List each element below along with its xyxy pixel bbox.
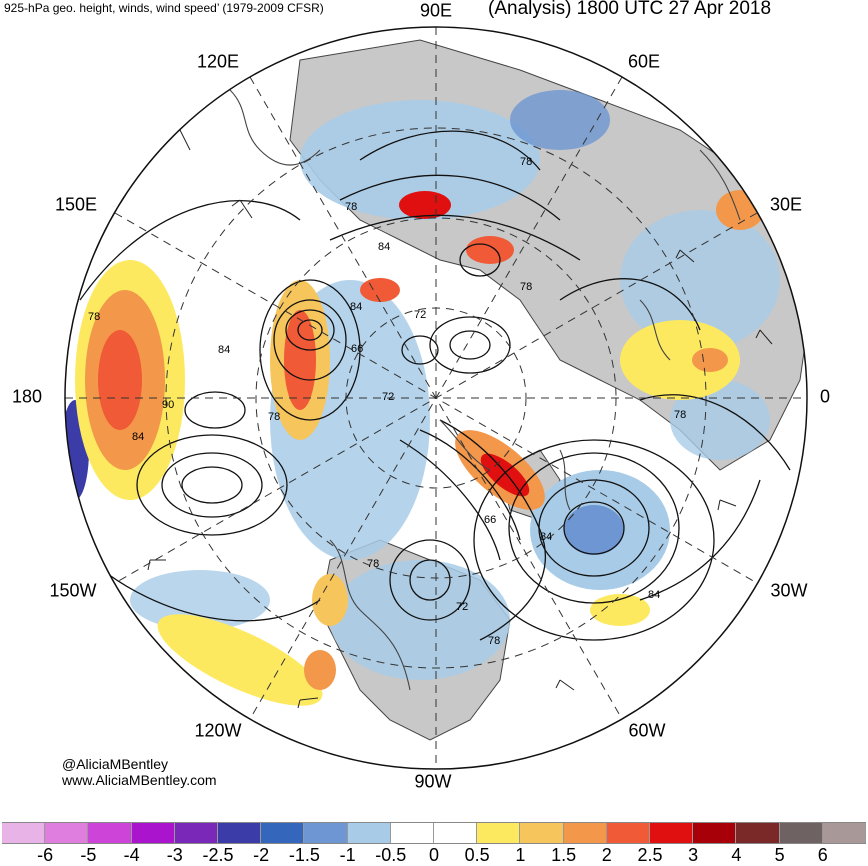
colorbar-cell	[434, 823, 478, 843]
colorbar-tick-label: -2	[253, 845, 270, 865]
positive-anomaly-shading	[75, 190, 764, 706]
colorbar-tick-label: 4	[731, 845, 742, 865]
lon-label-60e: 60E	[627, 51, 661, 72]
colorbar-cell	[606, 823, 651, 843]
colorbar-tick-label: 0	[428, 845, 440, 865]
lon-label-150w: 150W	[49, 580, 97, 601]
graticule	[65, 27, 807, 769]
colorbar-tick-label: 2.5	[637, 845, 663, 865]
colorbar-cell	[477, 823, 521, 843]
contour-label: 72	[456, 601, 468, 613]
contour-label: 78	[520, 156, 532, 168]
colorbar-cell	[347, 823, 391, 843]
lon-label-120w: 120W	[194, 720, 242, 741]
lon-label-30w: 30W	[770, 580, 808, 601]
colorbar-cell	[736, 823, 780, 843]
colorbar-cell	[520, 823, 564, 843]
lon-label-30e: 30E	[769, 194, 803, 215]
map-title-variables: 925-hPa geo. height, winds, wind speed’ …	[4, 1, 324, 15]
colorbar-cell	[563, 823, 607, 843]
colorbar-tick-label: 1.5	[551, 845, 577, 865]
coastlines	[229, 89, 741, 691]
contour-label: 66	[351, 343, 363, 355]
author-website[interactable]: www.AliciaMBentley.com	[62, 772, 217, 788]
lon-label-60w: 60W	[628, 720, 666, 741]
lon-label-90e: 90E	[419, 0, 453, 21]
polar-stereographic-map: 78 84 78 84 72 66 78 84 90 78 84 72 78 7…	[64, 26, 808, 770]
contour-label: 90	[162, 399, 174, 411]
contour-label: 78	[88, 311, 100, 323]
colorbar-cell	[390, 823, 435, 843]
contour-labels: 78 84 78 84 72 66 78 84 90 78 84 72 78 7…	[88, 156, 686, 647]
colorbar-cell	[822, 823, 867, 843]
contour-label: 84	[540, 531, 552, 543]
colorbar-tick-label: 5	[774, 845, 785, 865]
colorbar-tick-label: 3	[688, 845, 699, 865]
wind-speed-anomaly-colorbar	[2, 822, 867, 844]
colorbar-cell	[304, 823, 348, 843]
contour-label: 78	[268, 411, 280, 423]
colorbar-tick-label: -6	[37, 845, 54, 865]
colorbar-tick-label: -3	[166, 845, 183, 865]
author-handle: @AliciaMBentley	[62, 756, 169, 772]
colorbar-cell	[218, 823, 262, 843]
colorbar-tick-label: 1	[515, 845, 526, 865]
contour-label: 84	[350, 301, 362, 313]
colorbar-tick-label: -0.5	[375, 845, 407, 865]
colorbar-tick-label: -1	[339, 845, 356, 865]
colorbar-tick-label: -2.5	[202, 845, 234, 865]
colorbar-cell	[693, 823, 737, 843]
contour-label: 84	[648, 589, 660, 601]
lon-label-150e: 150E	[54, 194, 98, 215]
colorbar-cell	[174, 823, 219, 843]
colorbar-cell	[650, 823, 694, 843]
negative-anomaly-shading	[65, 90, 780, 680]
contour-label: 84	[218, 344, 230, 356]
contour-label: 66	[484, 514, 496, 526]
colorbar-tick-label: -5	[80, 845, 97, 865]
colorbar-tick-label: 6	[817, 845, 828, 865]
contour-label: 72	[414, 309, 426, 321]
contour-label: 78	[488, 635, 500, 647]
map-boundary	[64, 26, 808, 770]
colorbar-tick-label: 0.5	[464, 845, 490, 865]
wind-barbs	[147, 129, 773, 709]
contour-label: 72	[382, 391, 394, 403]
contour-label: 78	[367, 558, 379, 570]
contour-label: 78	[674, 409, 686, 421]
lon-label-120e: 120E	[196, 51, 240, 72]
contour-label: 84	[132, 431, 144, 443]
colorbar-cell	[88, 823, 132, 843]
height-contours	[79, 130, 791, 641]
colorbar-tick-label: -4	[123, 845, 140, 865]
contour-label: 78	[345, 201, 357, 213]
lon-label-180: 180	[11, 386, 43, 407]
colorbar-cell	[45, 823, 89, 843]
colorbar-cell	[2, 823, 46, 843]
colorbar-tick-label: 2	[601, 845, 612, 865]
contour-label: 84	[378, 241, 390, 253]
colorbar-cell	[131, 823, 175, 843]
colorbar-cell	[779, 823, 823, 843]
colorbar-cell	[261, 823, 305, 843]
map-title-valid-time: (Analysis) 1800 UTC 27 Apr 2018	[488, 0, 772, 19]
colorbar-tick-label: -1.5	[288, 845, 320, 865]
lon-label-90w: 90W	[414, 771, 452, 792]
contour-label: 78	[520, 281, 532, 293]
map-disk: 78 84 78 84 72 66 78 84 90 78 84 72 78 7…	[65, 27, 807, 769]
lon-label-0: 0	[819, 386, 831, 407]
colorbar-tick-labels: -6 -5 -4 -3 -2.5 -2 -1.5 -1 -0.5 0 0.5 1 1.5 2 2.5 3 4 5 6	[0, 845, 868, 865]
